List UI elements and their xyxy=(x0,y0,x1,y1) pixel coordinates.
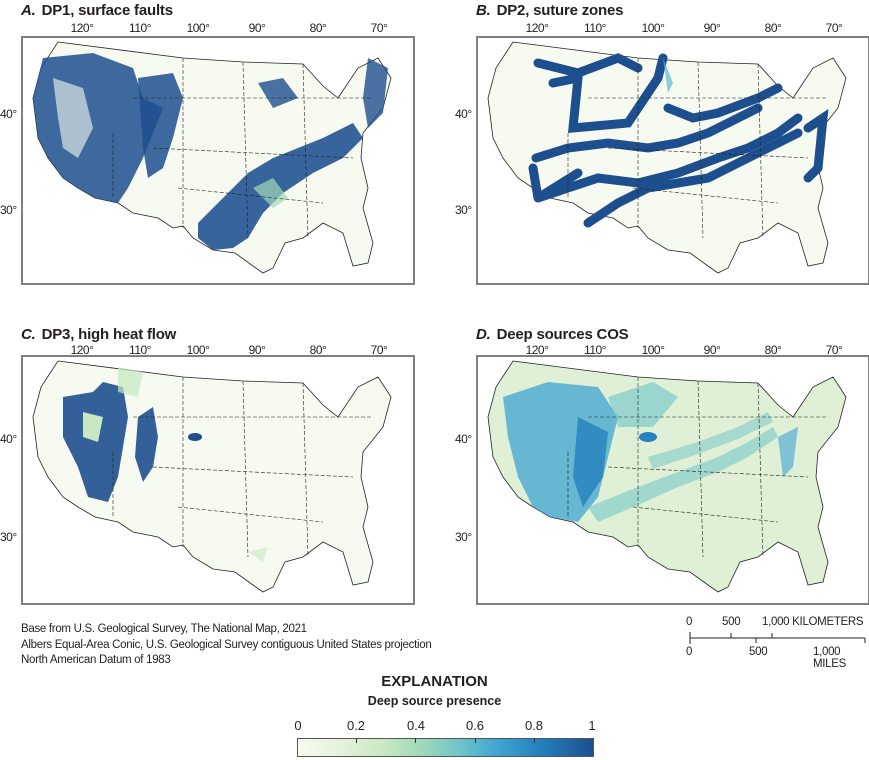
scale-bar-lines xyxy=(689,632,866,644)
panel-a-lat-30: 30° xyxy=(0,203,17,217)
panel-c-lat-30: 30° xyxy=(0,530,17,544)
us-map-deep-sources-cos xyxy=(487,360,847,593)
panel-b-map xyxy=(476,36,869,285)
panel-d-lat-40: 40° xyxy=(455,432,472,446)
us-map-high-heat-flow xyxy=(32,360,392,593)
legend-title: EXPLANATION xyxy=(381,673,488,690)
colorbar xyxy=(297,738,594,757)
scale-bar: 0 500 1,000 KILOMETERS 0 500 1,000 MILES xyxy=(680,616,869,670)
panel-d-map xyxy=(476,355,869,605)
panel-d-title: D. Deep sources COS xyxy=(476,326,629,343)
panel-c-lat-40: 40° xyxy=(0,432,17,446)
panel-a-map xyxy=(21,36,415,285)
map-credits: Base from U.S. Geological Survey, The Na… xyxy=(21,623,432,666)
colorbar-tick xyxy=(356,738,357,743)
us-map-suture-zones xyxy=(487,41,847,274)
colorbar-tick xyxy=(475,738,476,743)
panel-c-map xyxy=(21,355,415,605)
panel-b-lat-30: 30° xyxy=(455,203,472,217)
panel-a-title: A. DP1, surface faults xyxy=(21,2,173,19)
us-map-surface-faults xyxy=(32,41,392,274)
panel-a-lat-40: 40° xyxy=(0,107,17,121)
panel-d-lat-30: 30° xyxy=(455,530,472,544)
colorbar-tick xyxy=(415,738,416,743)
colorbar-tick xyxy=(534,738,535,743)
panel-b-lat-40: 40° xyxy=(455,107,472,121)
panel-c-title: C. DP3, high heat flow xyxy=(21,326,177,343)
legend-subtitle: Deep source presence xyxy=(367,694,502,708)
panel-b-title: B. DP2, suture zones xyxy=(476,2,624,19)
